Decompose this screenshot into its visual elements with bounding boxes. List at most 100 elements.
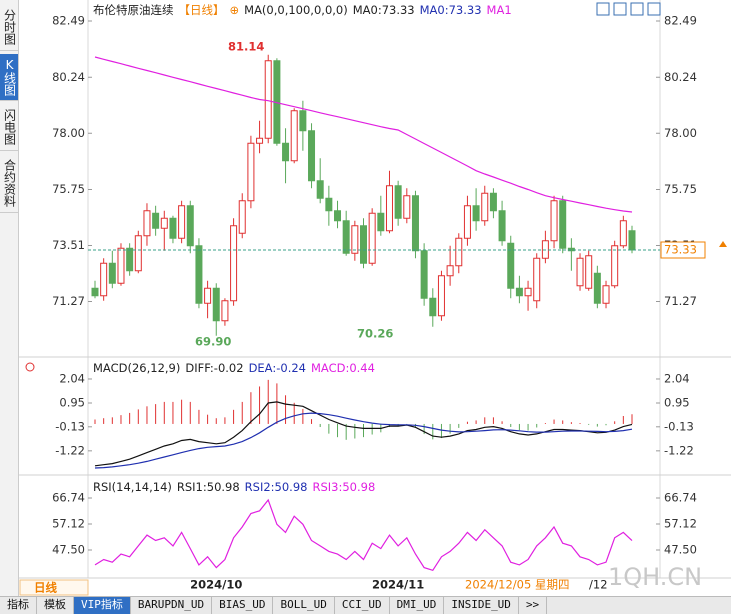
candle-body [221,300,229,322]
header-item: RSI1:50.98 [177,480,240,494]
candle-body [256,137,264,144]
candle-body [368,212,376,264]
candle-body [160,217,168,229]
candle-body [238,200,246,234]
candle-body [308,130,316,182]
side-tab[interactable]: 合约资料 [0,154,18,213]
candle-body [195,245,203,304]
icon[interactable] [647,2,661,16]
y-tick-label: 82.49 [664,14,697,28]
candle-body [472,205,480,222]
tab[interactable]: BARUPDN_UD [131,597,213,614]
candle-body [316,180,324,199]
header-item: 布伦特原油连续 [93,3,174,17]
background [18,0,731,596]
header-item: 【日线】 [179,3,225,17]
candle-body [437,275,445,317]
candle-body [134,235,142,272]
sidebar: 分时图 K线图闪电图合约资料 [0,0,19,596]
candle-body [403,195,411,219]
candle-body [489,192,497,212]
candle-body [282,142,290,162]
y-tick-label: 78.00 [52,126,85,140]
price-arrow [719,241,727,247]
candle-body [169,217,177,239]
candle-body [576,257,584,287]
header-item: MA0:73.33 [353,3,415,17]
side-tab[interactable]: K线图 [0,54,18,101]
tab[interactable]: INSIDE_UD [444,597,519,614]
candle-body [143,210,151,237]
tab[interactable]: BIAS_UD [212,597,274,614]
y-tick-label: 82.49 [52,14,85,28]
tab[interactable]: VIP指标 [74,597,131,614]
candle-body [186,205,194,247]
candle-body [463,205,471,239]
candle-body [420,250,428,299]
candle-body [126,247,134,272]
candle-body [515,287,523,297]
y-tick-label: 0.95 [664,396,690,410]
cursor-tail: /12 [589,578,608,592]
candle-body [585,255,593,289]
tab[interactable]: DMI_UD [390,597,445,614]
indicator-line [94,56,633,213]
candle-body [550,200,558,242]
tab[interactable]: BOLL_UD [273,597,335,614]
candle-body [481,192,489,222]
header-item: MACD(26,12,9) [93,361,180,375]
candle-body [290,110,298,162]
header-item: MA0:73.33 [420,3,482,17]
panel-header: 布伦特原油连续 【日线】 ⊕ MA(0,0,100,0,0,0) MA0:73.33 MA… [93,3,512,17]
header-item: DIFF:-0.02 [185,361,243,375]
candle-body [628,230,636,251]
candle-body [212,287,220,322]
annotation-high: 81.14 [228,40,264,54]
side-tab[interactable]: 闪电图 [0,104,18,151]
y-tick-label: 71.27 [52,294,85,308]
icon[interactable] [630,2,644,16]
candle-body [204,287,212,304]
y-tick-label: 66.74 [52,491,85,505]
candle-body [334,210,342,222]
side-tab[interactable]: 分时图 [0,4,18,51]
y-tick-label: 73.51 [52,238,85,252]
tab[interactable]: >> [519,597,548,614]
y-tick-label: 78.00 [664,126,697,140]
last-price-box [660,241,706,259]
candle-body [299,110,307,132]
candle-body [230,225,238,302]
candle-body [264,60,272,139]
candle-body [429,297,437,317]
watermark: 1QH.CN [608,563,702,591]
y-tick-label: 2.04 [664,371,690,385]
header-item: RSI(14,14,14) [93,480,172,494]
y-tick-label: -0.13 [664,419,694,433]
header-item: MA(0,0,100,0,0,0) [244,3,348,17]
candle-body [91,287,99,297]
tab[interactable]: 指标 [0,597,37,614]
icon[interactable] [596,2,610,16]
y-tick-label: 57.12 [664,517,697,531]
candle-body [385,185,393,232]
tab-bar: 指标 模板 VIP指标 BARUPDN_UD BIAS_UD BOLL_UD CCI_UD D… [0,596,731,614]
y-tick-label: 71.27 [664,294,697,308]
candle-body [325,197,333,212]
toolbar-icons[interactable] [596,2,661,16]
settings-icon[interactable] [25,362,35,372]
candle-body [533,257,541,302]
y-tick-label: 47.50 [664,543,697,557]
candle-body [507,242,515,289]
y-tick-label: 80.24 [664,70,697,84]
tab[interactable]: CCI_UD [335,597,390,614]
candle-body [100,262,108,297]
header-item: MA1 [487,3,512,17]
y-tick-label: 0.95 [59,396,85,410]
header-item: DEA:-0.24 [249,361,306,375]
cursor-date: 2024/12/05 星期四 [465,578,569,592]
tab[interactable]: 模板 [37,597,74,614]
candle-body [247,142,255,202]
icon[interactable] [613,2,627,16]
x-tick-label: 2024/11 [372,578,424,592]
candle-body [351,225,359,254]
